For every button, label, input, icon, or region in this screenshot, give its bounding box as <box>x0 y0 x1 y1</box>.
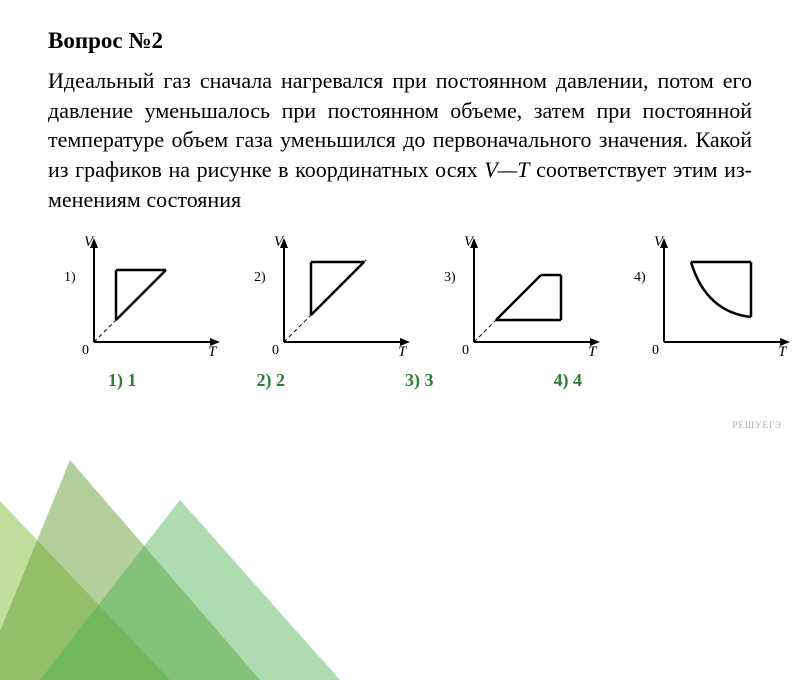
chart-2-label: 2) <box>254 270 266 286</box>
svg-text:0: 0 <box>272 343 279 358</box>
answer-1: 1) 1 <box>108 370 137 391</box>
origin-label: 0 <box>82 343 89 358</box>
chart-3: 3) V T 0 <box>446 232 606 362</box>
chart-1-svg: V T 0 <box>66 232 226 362</box>
watermark: РЕШУЕГЭ <box>732 420 782 430</box>
chart-3-svg: V T 0 <box>446 232 606 362</box>
svg-text:0: 0 <box>462 343 469 358</box>
answer-2: 2) 2 <box>257 370 286 391</box>
chart-1: 1) V T 0 <box>66 232 226 362</box>
chart-4-svg: V T 0 <box>636 232 796 362</box>
chart-2: 2) V T 0 <box>256 232 416 362</box>
svg-text:T: T <box>588 344 598 360</box>
answer-3: 3) 3 <box>405 370 434 391</box>
svg-text:T: T <box>778 344 788 360</box>
chart-2-svg: V T 0 <box>256 232 416 362</box>
body-italic: V—Т <box>484 157 529 182</box>
charts-row: 1) V T 0 2) V <box>66 232 752 362</box>
chart-4: 4) V T 0 <box>636 232 796 362</box>
svg-text:T: T <box>398 344 408 360</box>
chart-1-label: 1) <box>64 270 76 286</box>
answer-4: 4) 4 <box>554 370 583 391</box>
decorative-triangles <box>0 420 400 680</box>
chart-4-label: 4) <box>634 270 646 286</box>
chart-3-label: 3) <box>444 270 456 286</box>
answers-row: 1) 1 2) 2 3) 3 4) 4 <box>108 370 752 391</box>
svg-text:0: 0 <box>652 343 659 358</box>
question-body: Идеальный газ сна­ча­ла на­гре­вал­ся пр… <box>48 66 752 214</box>
question-title: Вопрос №2 <box>48 28 752 54</box>
x-axis-label: T <box>208 344 218 360</box>
